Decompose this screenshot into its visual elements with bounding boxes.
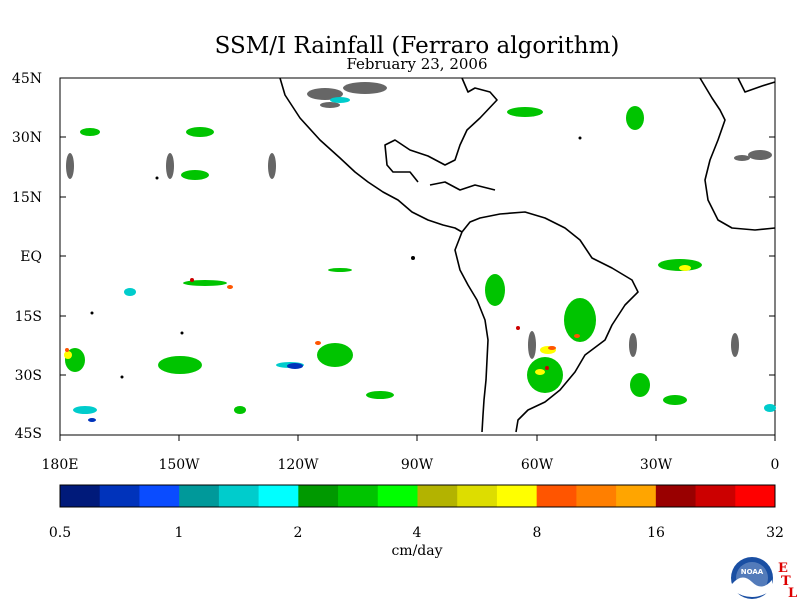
lat-label: 15S	[15, 309, 42, 325]
colorbar-swatch	[735, 485, 776, 507]
lon-label: 90W	[401, 457, 434, 473]
colorbar-swatch	[338, 485, 379, 507]
colorbar-label: 2	[294, 525, 303, 541]
colorbar-labels: 0.5 1 2 4 8 16 32	[49, 525, 784, 541]
colorbar-swatch	[536, 485, 577, 507]
colorbar-frame	[59, 484, 776, 508]
missing-data-areas	[66, 82, 772, 359]
lon-label: 120W	[277, 457, 319, 473]
coastlines	[279, 77, 776, 433]
lat-label: 30S	[15, 368, 42, 384]
colorbar-swatch	[218, 485, 260, 507]
colorbar-label: 0.5	[49, 525, 71, 541]
lat-label: 45N	[12, 71, 42, 87]
latitude-labels: 45N 30N 15N EQ 15S 30S 45S	[12, 71, 42, 442]
lat-label: 15N	[12, 190, 42, 206]
noaa-wave-icon	[732, 577, 772, 597]
colorbar-swatch	[60, 485, 101, 507]
colorbar-swatch	[377, 485, 418, 507]
colorbar-label: 8	[533, 525, 542, 541]
lon-label: 60W	[521, 457, 554, 473]
longitude-labels: 180E 150W 120W 90W 60W 30W 0	[42, 457, 780, 473]
lon-label: 180E	[42, 457, 79, 473]
lat-label: EQ	[20, 249, 42, 265]
colorbar-unit: cm/day	[391, 543, 442, 559]
noaa-logo-text: NOAA	[741, 568, 764, 576]
colorbar-swatch	[616, 485, 657, 507]
lat-label: 45S	[15, 426, 42, 442]
map-title: SSM/I Rainfall (Ferraro algorithm)	[215, 33, 620, 59]
colorbar-swatch	[99, 485, 140, 507]
colorbar-swatch	[258, 485, 299, 507]
etl-letter-e: E	[778, 561, 788, 576]
colorbar-swatch	[496, 485, 538, 507]
colorbar-swatch	[576, 485, 617, 507]
rainfall-patches	[64, 97, 776, 422]
colorbar-label: 16	[647, 525, 665, 541]
colorbar-swatch	[298, 485, 339, 507]
frame-ticks	[59, 77, 776, 441]
etl-letter-t: T	[781, 574, 791, 589]
colorbar-swatch	[655, 485, 697, 507]
colorbar-swatch	[417, 485, 458, 507]
colorbar-label: 32	[766, 525, 784, 541]
islands	[90, 136, 582, 379]
colorbar-swatch	[457, 485, 498, 507]
map-panel	[59, 77, 776, 441]
colorbar-swatch	[695, 485, 736, 507]
map-frame	[59, 77, 776, 436]
lon-label: 150W	[158, 457, 200, 473]
lon-label: 30W	[640, 457, 673, 473]
colorbar-swatch	[179, 485, 220, 507]
lon-label: 0	[771, 457, 780, 473]
colorbar	[60, 485, 776, 507]
etl-letter-l: L	[788, 586, 797, 600]
colorbar-swatch	[139, 485, 180, 507]
lat-label: 30N	[12, 130, 42, 146]
map-subtitle: February 23, 2006	[346, 55, 487, 73]
noaa-etl-logo: NOAA E T L	[731, 557, 797, 600]
colorbar-label: 4	[413, 525, 422, 541]
colorbar-label: 1	[175, 525, 184, 541]
